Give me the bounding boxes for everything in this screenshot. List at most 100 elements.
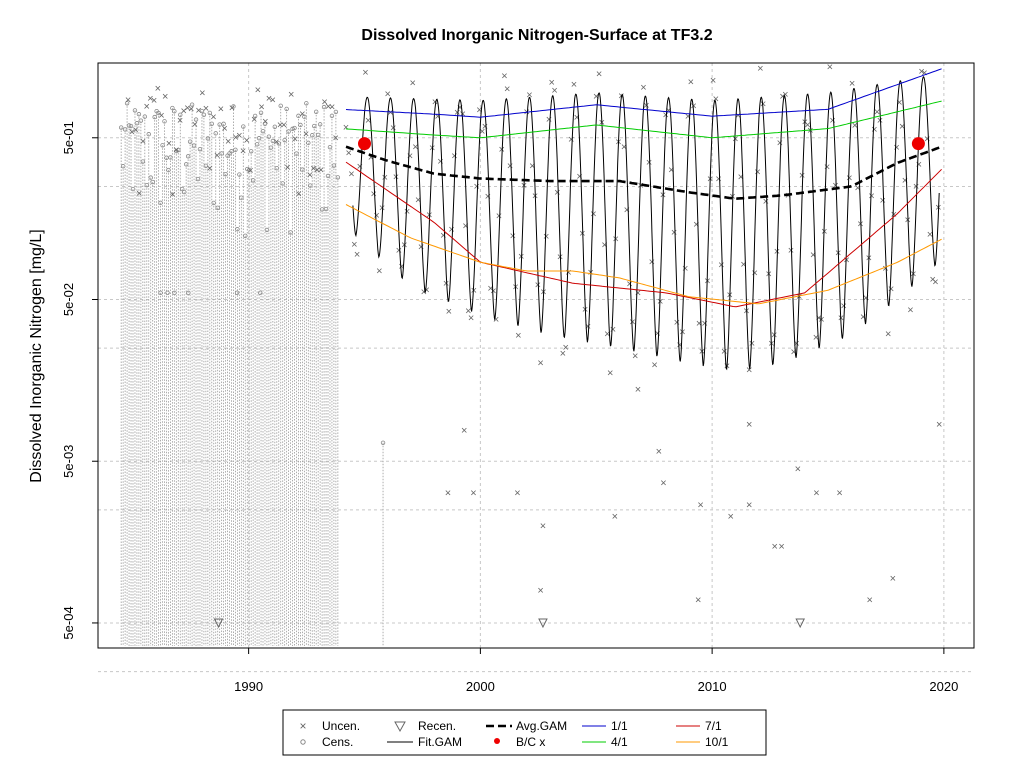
censored-point [142,114,148,119]
uncensored-point: × [155,83,161,95]
uncensored-point: × [318,164,324,176]
uncensored-point: × [546,114,552,126]
uncensored-point: × [479,126,485,138]
uncensored-point: × [288,89,294,101]
uncensored-point: × [129,126,135,138]
censored-point [191,143,197,148]
uncensored-point: × [863,292,869,304]
censored-point [325,173,331,179]
uncensored-point: × [754,167,760,179]
censored-point [183,162,189,167]
censored-point [233,147,238,152]
uncensored-point: × [868,191,874,203]
uncensored-point: × [810,249,816,261]
uncensored-point: × [816,313,822,325]
uncensored-point: × [713,94,719,106]
censored-data [118,101,386,646]
uncensored-point: × [504,84,510,96]
uncensored-point: × [409,77,415,89]
uncensored-point: × [537,585,543,597]
uncensored-point: × [473,181,479,193]
uncensored-point: × [496,210,502,222]
uncensored-point: × [568,134,574,146]
censored-point [128,123,134,129]
censored-point [195,176,201,182]
uncensored-point: × [746,364,752,376]
uncensored-point: × [321,97,327,109]
uncensored-point: × [515,330,521,342]
legend-box [282,709,767,756]
uncensored-point: × [535,280,541,292]
censored-point [158,290,163,296]
uncensored-point: × [893,142,899,154]
uncensored-point: × [325,101,331,113]
censored-point [252,113,258,119]
apr1-line [345,100,942,139]
uncensored-point: × [612,511,618,523]
uncensored-point: × [244,135,250,147]
uncensored-point: × [832,180,838,192]
censored-point [217,122,222,127]
legend-censored: Cens. [322,735,353,749]
uncensored-point: × [462,221,468,233]
uncensored-point: × [571,79,577,91]
uncensored-point: × [140,136,146,148]
uncensored-point: × [671,227,677,239]
censored-point [152,114,157,120]
uncensored-point: × [362,67,368,79]
censored-point [331,163,337,168]
censored-point [237,172,242,177]
censored-point [284,106,289,112]
legend-jan1: 1/1 [611,719,628,733]
uncensored-point: × [656,446,662,458]
censored-point [321,104,327,110]
censored-point [270,138,276,144]
uncensored-point: × [827,62,833,74]
uncensored-point: × [727,511,733,523]
recensored-point [213,618,224,629]
uncensored-point: × [824,162,830,174]
uncensored-point: × [460,108,466,120]
uncensored-point: × [551,85,557,97]
censored-point [333,109,339,115]
uncensored-point: × [501,71,507,83]
uncensored-point: × [277,120,283,132]
censored-point [144,182,149,188]
uncensored-point: × [136,188,142,200]
censored-point [308,183,313,188]
uncensored-point: × [596,68,602,80]
uncensored-point: × [266,93,272,105]
bc-point [911,137,925,151]
legend-fit-gam: Fit.GAM [418,735,462,749]
censored-point [199,108,205,114]
censored-point [140,159,146,164]
uncensored-point: × [918,66,924,78]
uncensored-point: × [258,102,264,114]
uncensored-point: × [457,102,463,114]
uncensored-point: × [387,107,393,119]
uncensored-point: × [348,169,354,181]
uncensored-point: × [757,63,763,75]
uncensored-point: × [468,312,474,324]
censored-point [313,109,319,115]
uncensored-point: × [879,195,885,207]
censored-point [172,109,177,114]
uncensored-point: × [482,121,488,133]
uncensored-point: × [738,171,744,183]
censored-point [185,154,191,159]
censored-point [298,122,303,128]
uncensored-point: × [693,219,699,231]
uncensored-point: × [398,261,404,273]
uncensored-point: × [540,521,546,533]
uncensored-point: × [158,110,164,122]
uncensored-point: × [303,128,309,140]
uncensored-point: × [470,488,476,500]
censored-point [146,132,151,137]
uncensored-point: × [206,163,212,175]
uncensored-point: × [877,115,883,127]
uncensored-point: × [590,209,596,221]
censored-point [294,151,299,156]
censored-point [201,112,207,118]
censored-point [162,119,167,124]
uncensored-point: × [476,104,482,116]
